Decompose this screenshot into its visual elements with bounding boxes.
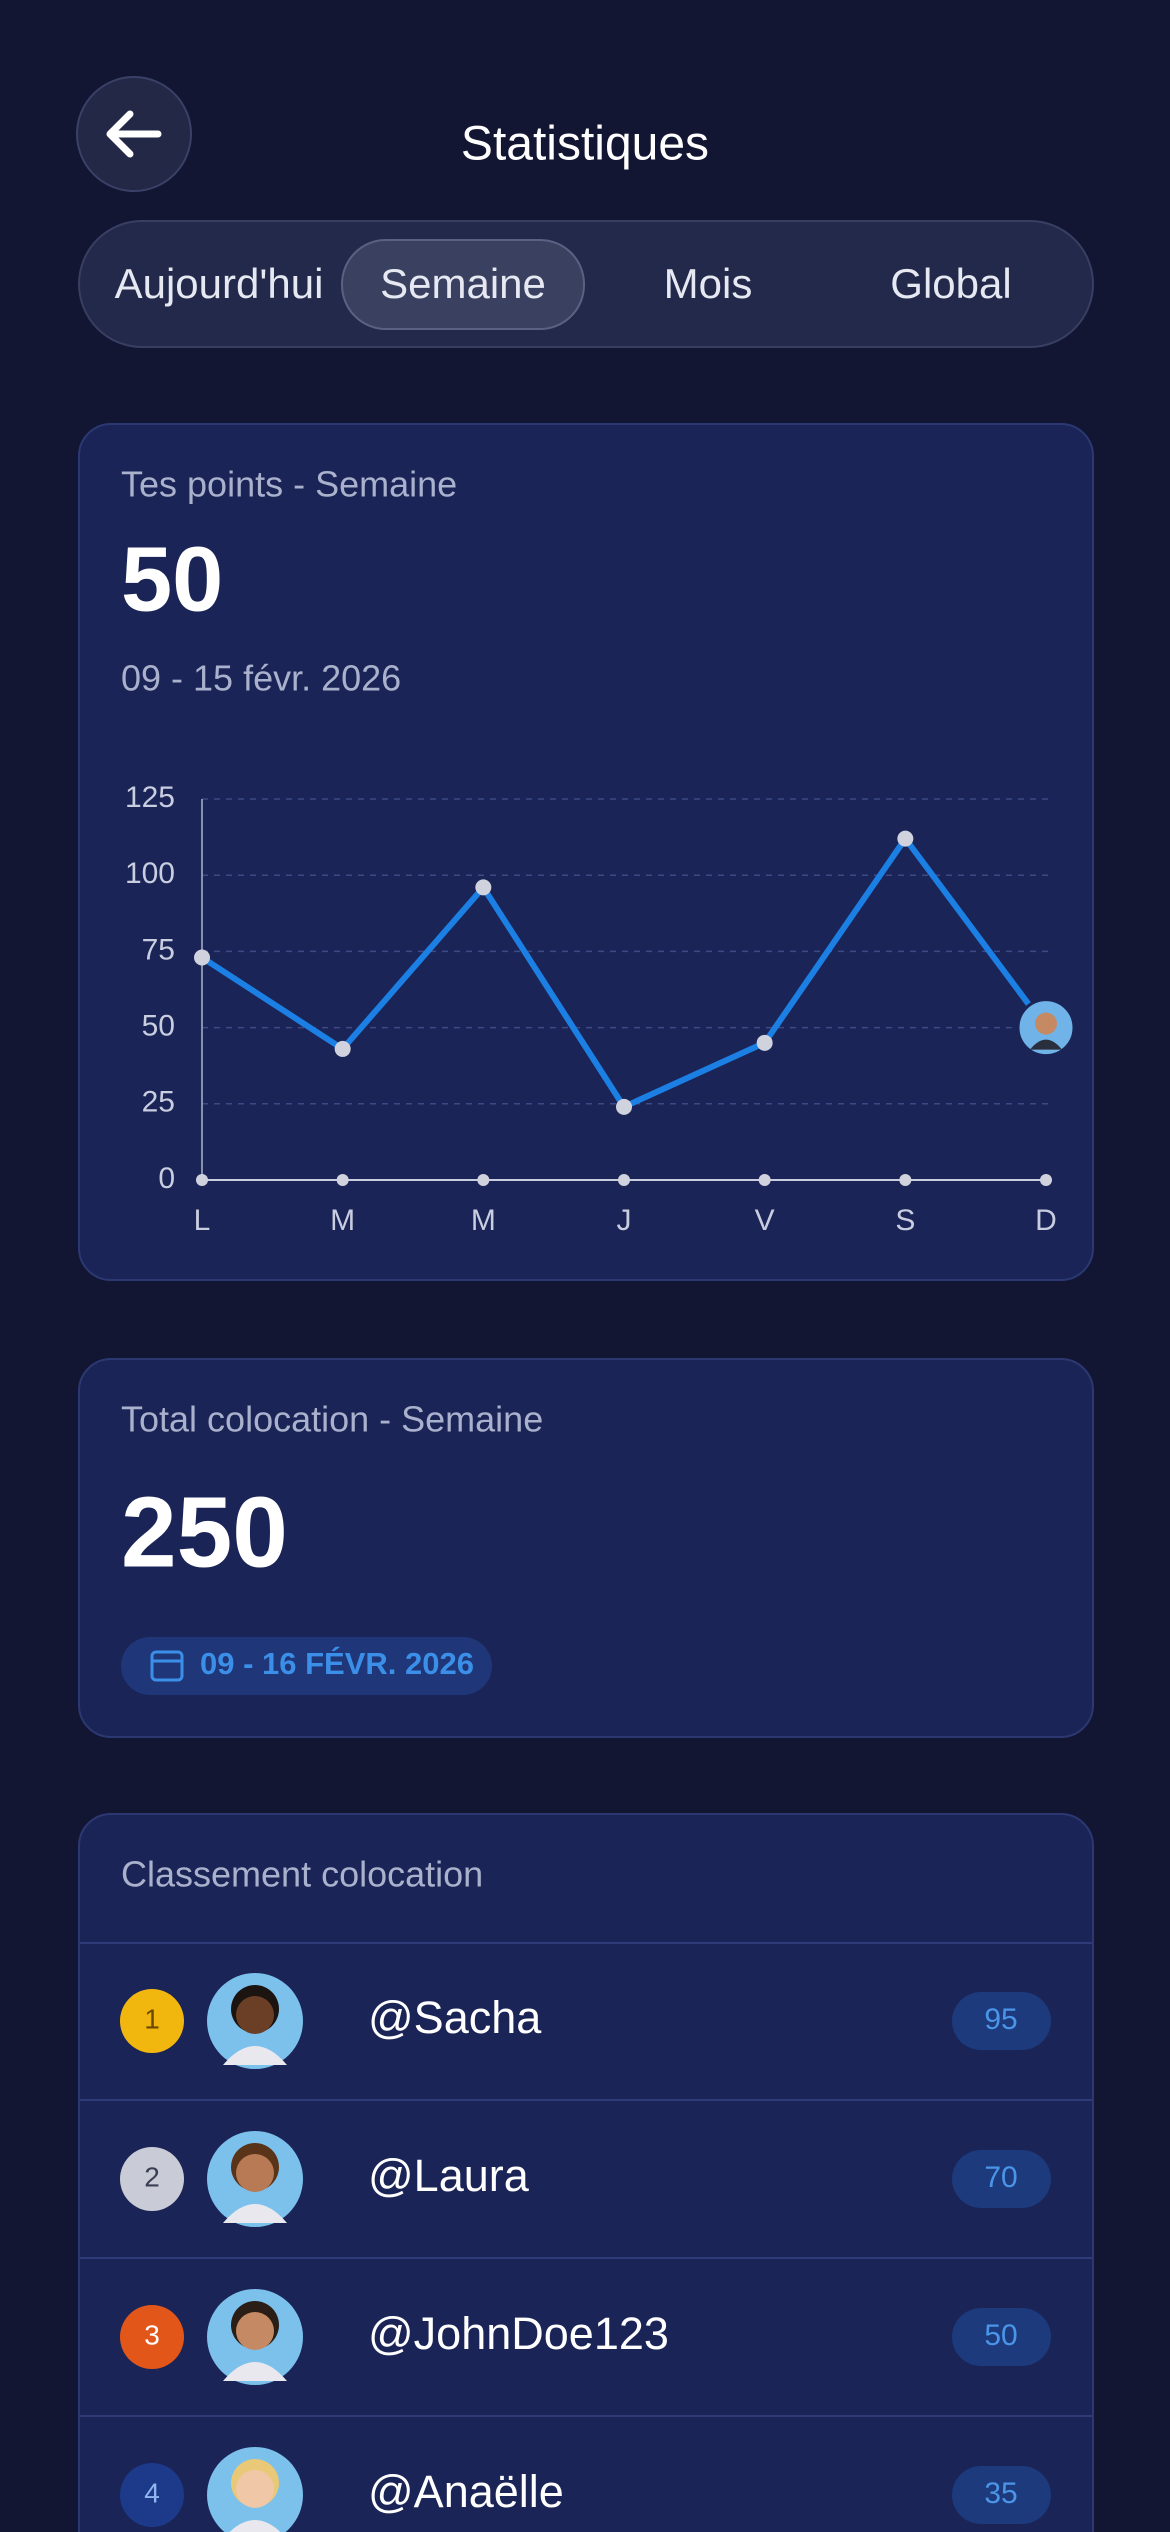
- y-tick-label: 100: [125, 857, 175, 890]
- point: [334, 1040, 351, 1057]
- back-button[interactable]: [76, 76, 192, 192]
- avatar-body: [223, 2204, 287, 2223]
- total-date: 09 - 16 FÉVR. 2026: [200, 1646, 474, 1681]
- user-name: @Anaëlle: [368, 2466, 564, 2517]
- x-tick-label: V: [755, 1204, 775, 1237]
- user-points: 70: [984, 2161, 1017, 2194]
- rank-number: 4: [144, 2477, 160, 2508]
- x-tick-label: L: [194, 1204, 211, 1237]
- axis-dot: [336, 1174, 349, 1186]
- user-points: 50: [984, 2319, 1017, 2352]
- ranking-title: Classement colocation: [121, 1854, 483, 1895]
- user-name: @Laura: [368, 2150, 530, 2201]
- x-tick-label: M: [471, 1204, 496, 1237]
- rank-badge: [120, 2305, 184, 2369]
- back-arrow[interactable]: [106, 110, 162, 158]
- avatar-face: [236, 2312, 274, 2350]
- y-tick-label: 75: [142, 933, 175, 966]
- point: [194, 949, 210, 966]
- rank-badge: [120, 2147, 184, 2211]
- avatar-face: [236, 2470, 274, 2508]
- user-name: @Sacha: [368, 1992, 542, 2043]
- x-tick-label: M: [330, 1204, 355, 1237]
- axis-dot: [196, 1174, 208, 1186]
- points-badge: [952, 2466, 1051, 2524]
- tab-bar: [78, 220, 1094, 348]
- x-tick-label: S: [895, 1204, 915, 1237]
- rank-badge: [120, 1989, 184, 2053]
- points-badge: [952, 2150, 1051, 2208]
- points-value: 50: [121, 528, 223, 630]
- page-title: Statistiques: [461, 118, 709, 171]
- point: [475, 879, 492, 896]
- point: [897, 830, 914, 847]
- total-label: Total colocation - Semaine: [121, 1399, 543, 1440]
- axis-dot: [899, 1174, 912, 1186]
- points-label: Tes points - Semaine: [121, 464, 457, 505]
- y-tick-label: 25: [142, 1086, 175, 1119]
- avatar-body: [1030, 1039, 1062, 1050]
- avatar-face: [236, 1996, 274, 2034]
- points-card: [78, 423, 1094, 1281]
- tab[interactable]: Semaine: [380, 260, 546, 307]
- rank-number: 2: [144, 2161, 160, 2192]
- user-name: @JohnDoe123: [368, 2308, 669, 2359]
- tab[interactable]: Global: [890, 260, 1011, 307]
- avatar-body: [223, 2046, 287, 2065]
- rank-number: 3: [144, 2319, 160, 2350]
- avatar-face: [236, 2154, 274, 2192]
- total-value: 250: [121, 1476, 288, 1588]
- y-tick-label: 50: [142, 1010, 175, 1043]
- axis-dot: [477, 1174, 490, 1186]
- point: [616, 1098, 632, 1115]
- y-tick-label: 0: [158, 1162, 175, 1195]
- tab[interactable]: Aujourd'hui: [115, 260, 324, 307]
- points-badge: [952, 1992, 1051, 2050]
- axis-dot: [618, 1174, 630, 1186]
- points-badge: [952, 2308, 1051, 2366]
- user-points: 95: [984, 2003, 1017, 2036]
- avatar-body: [223, 2362, 287, 2381]
- calendar-body: [150, 1650, 184, 1682]
- calendar-icon: [150, 1650, 184, 1682]
- axis-dot: [758, 1174, 771, 1186]
- avatar-body: [229, 2520, 281, 2532]
- date-chip: [121, 1637, 492, 1695]
- rank-badge: [120, 2463, 184, 2527]
- avatar-face: [1035, 1012, 1057, 1035]
- active-tab-bg: [341, 239, 585, 330]
- rank-number: 1: [144, 2003, 160, 2034]
- y-tick-label: 125: [125, 781, 175, 814]
- x-tick-label: D: [1035, 1204, 1057, 1237]
- tab[interactable]: Mois: [664, 260, 753, 307]
- point: [756, 1034, 773, 1051]
- user-points: 35: [984, 2477, 1017, 2510]
- ranking-card: [78, 1813, 1094, 2532]
- x-tick-label: J: [617, 1204, 632, 1237]
- points-date: 09 - 15 févr. 2026: [121, 658, 401, 699]
- axis-dot: [1040, 1174, 1052, 1186]
